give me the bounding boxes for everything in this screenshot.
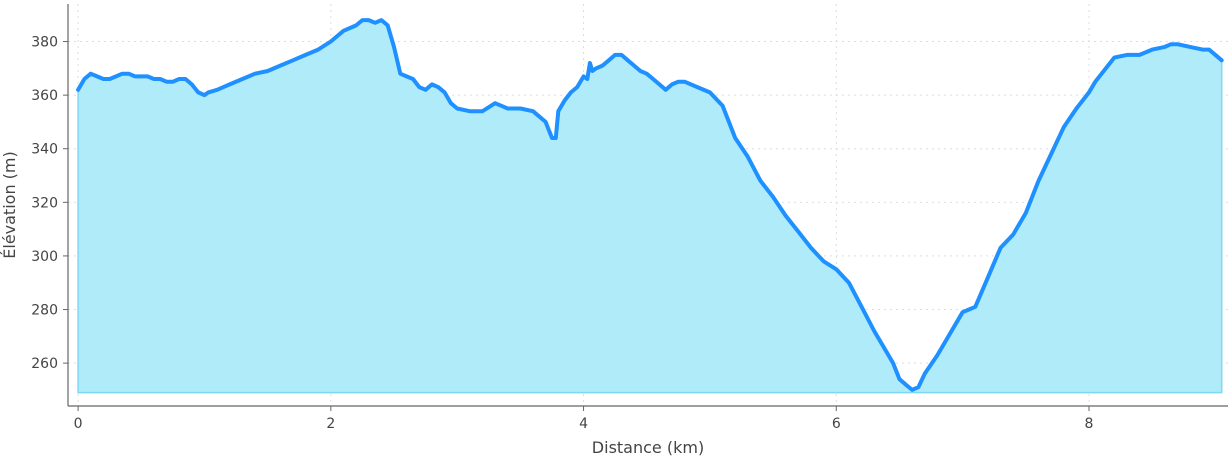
elevation-line <box>76 18 1224 392</box>
x-tick-label: 0 <box>74 416 83 432</box>
x-tick-label: 2 <box>326 416 335 432</box>
x-ticks: 0 2 4 6 8 <box>74 406 1094 432</box>
y-tick-label: 260 <box>31 356 58 372</box>
x-tick-label: 8 <box>1085 416 1094 432</box>
y-tick-label: 340 <box>31 142 58 158</box>
y-axis-title: Élévation (m) <box>0 151 19 258</box>
y-tick-label: 320 <box>31 195 58 211</box>
y-tick-label: 360 <box>31 88 58 104</box>
y-tick-label: 280 <box>31 303 58 319</box>
x-tick-label: 6 <box>832 416 841 432</box>
x-axis-title: Distance (km) <box>592 438 704 457</box>
area-layer <box>76 18 1224 394</box>
y-tick-label: 300 <box>31 249 58 265</box>
x-tick-label: 4 <box>579 416 588 432</box>
axes <box>67 4 1228 407</box>
y-tick-label: 380 <box>31 35 58 51</box>
y-ticks: 260 280 300 320 340 360 380 <box>31 35 68 372</box>
